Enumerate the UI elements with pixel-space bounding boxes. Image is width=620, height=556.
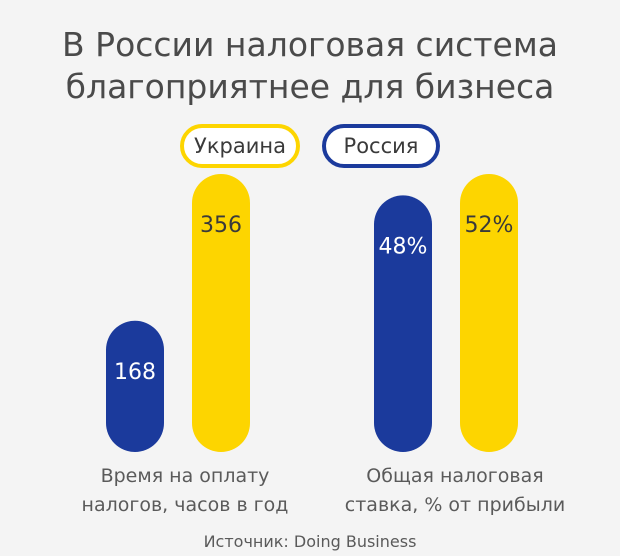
source-note: Источник: Doing Business [203,532,417,551]
group-label-rate: Общая налоговая ставка, % от прибыли [330,462,580,520]
group-label-rate-line-2: ставка, % от прибыли [344,494,566,516]
group-label-time: Время на оплату налогов, часов в год [60,462,310,520]
bar-russia-group-0 [106,320,164,452]
data-label-russia-group-0: 168 [114,360,156,385]
data-label-russia-group-1: 48% [379,234,428,259]
bar-russia-group-1 [374,195,432,452]
data-label-ukraine-group-0: 356 [200,213,242,238]
data-label-ukraine-group-1: 52% [465,213,514,238]
group-label-time-line-2: налогов, часов в год [81,494,289,516]
bar-ukraine-group-1 [460,174,518,452]
legend-item-russia: Россия [322,124,440,168]
group-label-rate-line-1: Общая налоговая [366,465,544,487]
chart-title: В России налоговая система благоприятнее… [0,24,620,108]
chart-title-line-1: В России налоговая система [62,25,558,64]
group-label-time-line-1: Время на оплату [100,465,270,487]
legend-item-ukraine: Украина [180,124,300,168]
bar-ukraine-group-0 [192,174,250,452]
chart-title-line-2: благоприятнее для бизнеса [65,67,555,106]
